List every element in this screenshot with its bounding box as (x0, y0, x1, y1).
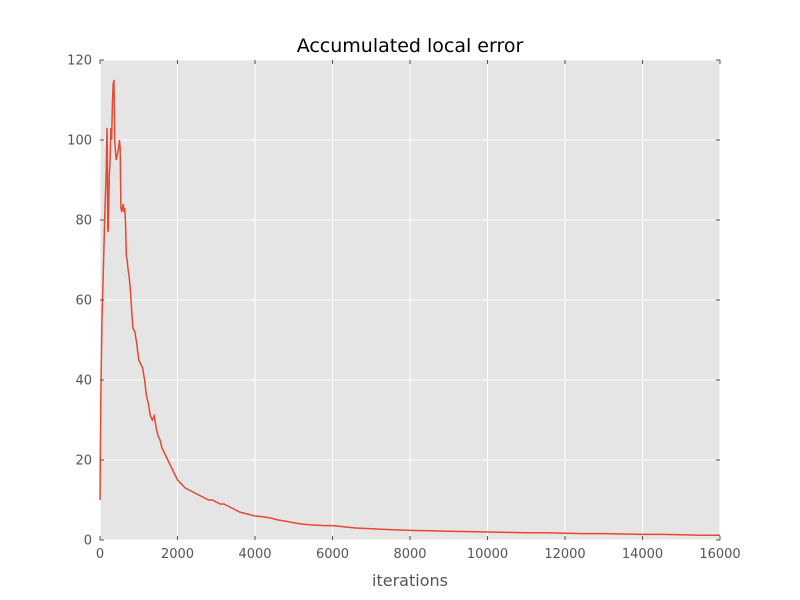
y-tick-label: 100 (67, 134, 92, 149)
chart-title: Accumulated local error (297, 35, 524, 57)
x-tick-label: 4000 (238, 547, 271, 562)
y-tick-label: 120 (67, 54, 92, 69)
x-tick-label: 0 (96, 547, 104, 562)
x-tick-label: 12000 (544, 547, 585, 562)
axis-ticks (99, 59, 721, 541)
y-tick-label: 20 (75, 454, 92, 469)
x-tick-label: 6000 (316, 547, 349, 562)
y-tick-label: 0 (84, 534, 92, 549)
x-tick-label: 8000 (393, 547, 426, 562)
series-line (99, 79, 720, 536)
x-tick-labels: 0 2000 4000 6000 8000 10000 12000 14000 16000 (96, 547, 741, 562)
y-tick-label: 60 (75, 294, 92, 309)
x-tick-label: 2000 (161, 547, 194, 562)
y-tick-label: 80 (75, 214, 92, 229)
x-tick-label: 10000 (467, 547, 508, 562)
x-axis-label: iterations (372, 571, 448, 590)
y-tick-labels: 0 20 40 60 80 100 120 (67, 54, 92, 549)
x-tick-label: 16000 (699, 547, 740, 562)
y-tick-label: 40 (75, 374, 92, 389)
x-tick-label: 14000 (622, 547, 663, 562)
